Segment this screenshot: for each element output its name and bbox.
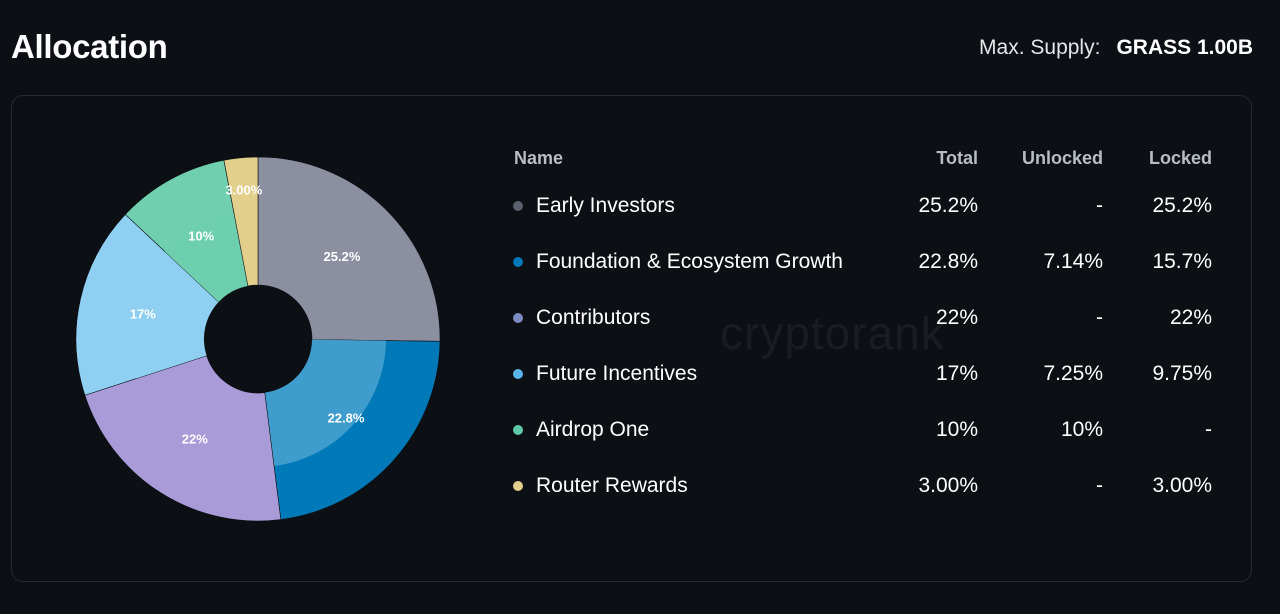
max-supply-label: Max. Supply: [979, 36, 1101, 59]
legend-name-cell: Airdrop One [508, 402, 884, 458]
unlocked-cell: - [1096, 306, 1103, 329]
table-row[interactable]: Foundation & Ecosystem Growth 22.8% 7.14% 1… [508, 234, 1212, 290]
legend-color-dot [513, 425, 523, 435]
slice-label: 3.00% [225, 183, 262, 198]
locked-cell: - [1205, 418, 1212, 441]
column-header-name[interactable]: Name [514, 148, 564, 168]
legend-name-cell: Router Rewards [508, 458, 884, 514]
locked-cell: 15.7% [1152, 250, 1212, 273]
total-cell: 22% [935, 306, 978, 329]
column-header-total[interactable]: Total [936, 148, 978, 168]
locked-cell: 3.00% [1152, 474, 1212, 497]
legend-label: Early Investors [536, 194, 675, 217]
legend-label: Contributors [536, 306, 651, 329]
unlocked-cell: 7.25% [1043, 362, 1103, 385]
legend-color-dot [513, 257, 523, 267]
pie-slice-router-rewards[interactable] [223, 156, 259, 287]
legend-name-cell: Foundation & Ecosystem Growth [508, 234, 884, 290]
slice-label: 22.8% [328, 411, 365, 426]
legend-label: Future Incentives [536, 362, 698, 385]
legend-label: Router Rewards [536, 474, 688, 497]
total-cell: 10% [935, 418, 978, 441]
page-title: Allocation [11, 28, 168, 65]
allocation-donut-chart: 25.2% 22.8% 22% 17% 10% 3.00% [75, 156, 441, 522]
locked-cell: 9.75% [1152, 362, 1212, 385]
locked-cell: 22% [1169, 306, 1212, 329]
legend-name-cell: Future Incentives [508, 346, 884, 402]
total-cell: 25.2% [918, 194, 978, 217]
slice-label: 22% [182, 432, 208, 447]
table-row[interactable]: Router Rewards 3.00% - 3.00% [508, 458, 1212, 514]
legend-color-dot [513, 201, 523, 211]
pie-slice-contributors[interactable] [84, 355, 282, 522]
legend-color-dot [513, 369, 523, 379]
table-row[interactable]: Contributors 22% - 22% [508, 290, 1212, 346]
max-supply: Max. Supply: GRASS 1.00B [979, 36, 1253, 60]
total-cell: 3.00% [918, 474, 978, 497]
pie-inner-slice-future-incentives [130, 251, 219, 379]
table-row[interactable]: Early Investors 25.2% - 25.2% [508, 178, 1212, 234]
table-header-row: Name Total Unlocked Locked [508, 148, 1212, 178]
slice-label: 17% [130, 306, 156, 321]
legend-color-dot [513, 481, 523, 491]
table-row[interactable]: Future Incentives 17% 7.25% 9.75% [508, 346, 1212, 402]
slice-label: 25.2% [324, 249, 361, 264]
total-cell: 17% [935, 362, 978, 385]
table-row[interactable]: Airdrop One 10% 10% - [508, 402, 1212, 458]
pie-inner-slice-airdrop-one [164, 213, 248, 303]
unlocked-cell: - [1096, 474, 1103, 497]
legend-color-dot [513, 313, 523, 323]
locked-cell: 25.2% [1152, 194, 1212, 217]
pie-inner-slice-foundation-ecosystem-growth [264, 339, 386, 466]
column-header-locked[interactable]: Locked [1148, 148, 1212, 168]
total-cell: 22.8% [918, 250, 978, 273]
legend-label: Airdrop One [536, 418, 650, 441]
unlocked-cell: 7.14% [1043, 250, 1103, 273]
unlocked-cell: 10% [1060, 418, 1103, 441]
legend-label: Foundation & Ecosystem Growth [536, 250, 843, 273]
legend-name-cell: Contributors [508, 290, 884, 346]
legend-name-cell: Early Investors [508, 178, 884, 234]
max-supply-value: GRASS 1.00B [1116, 36, 1253, 59]
watermark: cryptorank [720, 307, 945, 359]
slice-label: 10% [188, 229, 214, 244]
pie-slice-early-investors[interactable] [257, 156, 441, 342]
allocation-table: Name Total Unlocked Locked Early Investo… [508, 148, 1212, 514]
column-header-unlocked[interactable]: Unlocked [1021, 148, 1103, 168]
unlocked-cell: - [1096, 194, 1103, 217]
